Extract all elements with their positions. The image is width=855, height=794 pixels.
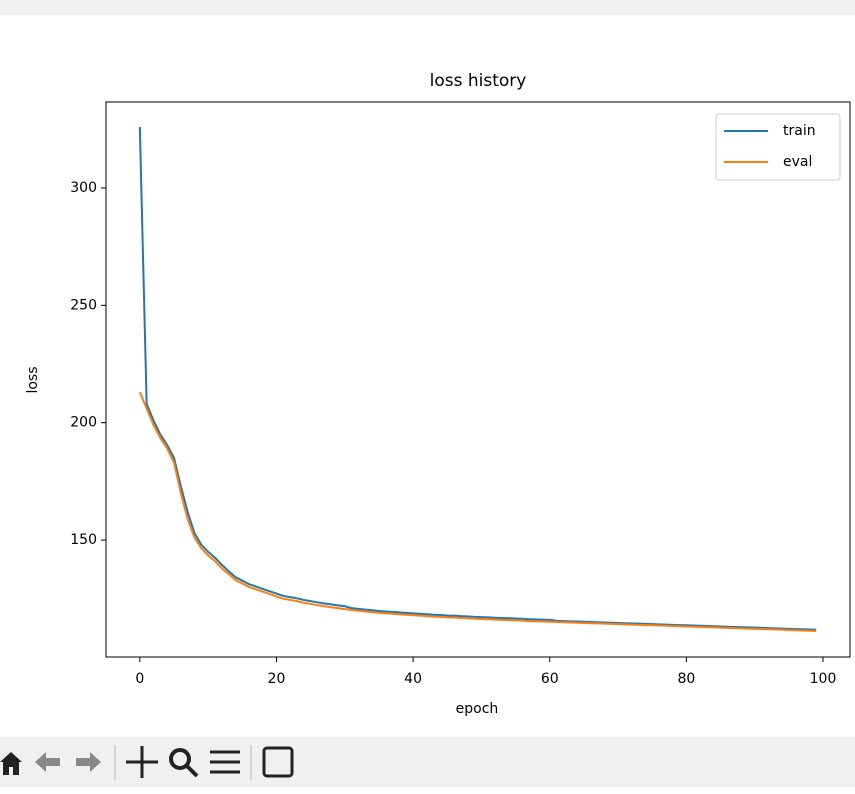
save-button[interactable]	[262, 746, 294, 778]
y-tick-label: 300	[70, 180, 97, 196]
legend-label: eval	[783, 154, 812, 170]
back-button[interactable]	[35, 752, 60, 772]
y-tick-label: 150	[70, 532, 97, 548]
series-line	[138, 126, 817, 631]
x-axis-label: epoch	[456, 701, 499, 717]
y-tick-label: 250	[70, 297, 97, 313]
plot-frame	[105, 101, 851, 658]
x-tick-label: 80	[677, 671, 695, 687]
legend-label: train	[783, 123, 816, 139]
forward-button[interactable]	[76, 752, 101, 772]
x-tick-label: 100	[810, 671, 837, 687]
configure-button[interactable]	[210, 750, 240, 774]
home-button[interactable]	[0, 752, 22, 775]
pan-button[interactable]	[126, 746, 158, 778]
series-line	[138, 391, 817, 632]
y-tick-label: 200	[70, 415, 97, 431]
y-axis-label: loss	[25, 366, 41, 393]
title-bar	[0, 0, 855, 15]
chart-title: loss history	[430, 71, 527, 91]
x-tick-label: 20	[268, 671, 286, 687]
toolbar-icons	[0, 745, 294, 780]
x-tick-label: 60	[541, 671, 559, 687]
legend-box	[715, 113, 841, 181]
x-tick-label: 40	[404, 671, 422, 687]
x-tick-label: 0	[135, 671, 144, 687]
zoom-button[interactable]	[169, 748, 199, 778]
